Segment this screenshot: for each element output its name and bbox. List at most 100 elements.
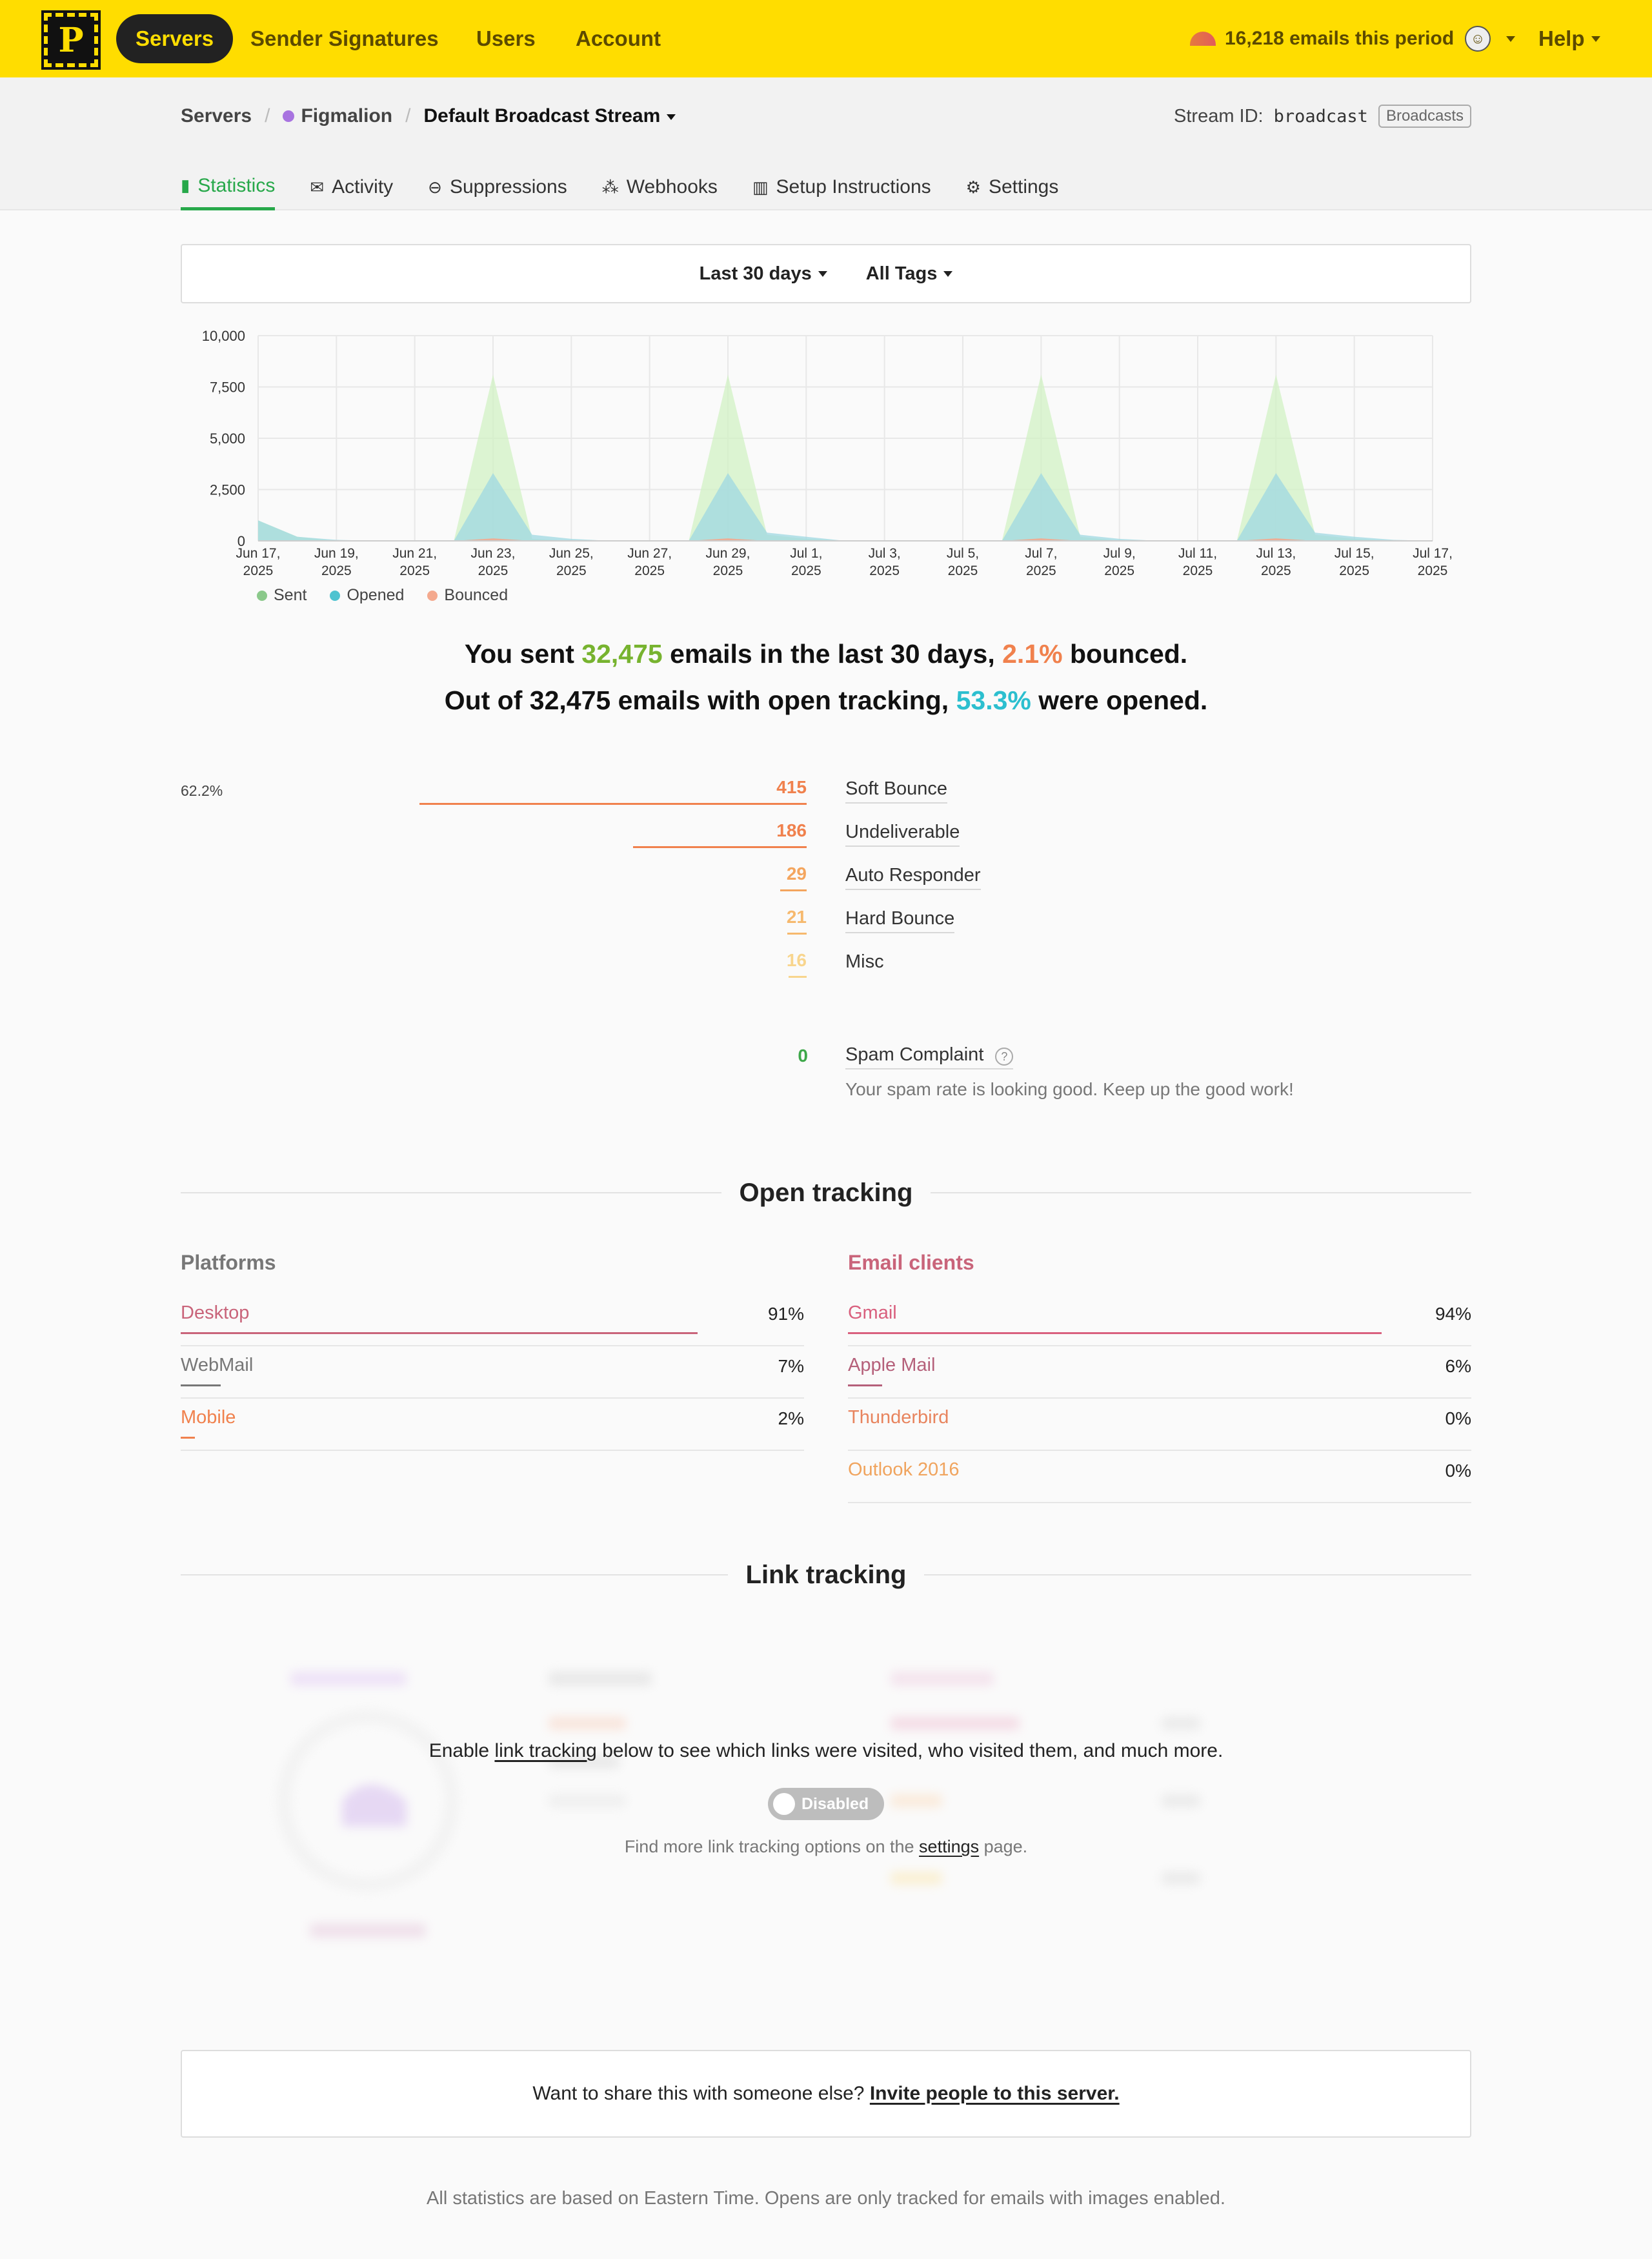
- email-client-name: Apple Mail: [848, 1355, 936, 1375]
- bounce-type-link[interactable]: Misc: [845, 951, 884, 972]
- help-icon[interactable]: ?: [995, 1048, 1014, 1066]
- legend-sent[interactable]: Sent: [257, 586, 307, 605]
- bounce-type-link[interactable]: Soft Bounce: [845, 778, 947, 804]
- bounce-count: 16: [786, 950, 807, 970]
- x-tick-label: 2025: [1339, 563, 1369, 578]
- user-menu-button[interactable]: ☺: [1465, 14, 1515, 63]
- postmark-logo[interactable]: P: [41, 10, 101, 70]
- tab-label: Suppressions: [449, 176, 567, 198]
- bounce-breakdown: 415 Soft Bounce 186 Undeliverable 29 Auto Res…: [0, 0, 1652, 978]
- x-tick-label: 2025: [1026, 563, 1056, 578]
- chart-legend: Sent Opened Bounced: [257, 586, 508, 605]
- nav-users-link[interactable]: Users: [476, 26, 536, 50]
- tab-suppressions[interactable]: ⊖ Suppressions: [428, 164, 567, 210]
- invite-people-link[interactable]: Invite people to this server.: [869, 2083, 1120, 2104]
- summary-text: were opened.: [1031, 685, 1208, 715]
- breadcrumb: Servers / Figmalion / Default Broadcast …: [181, 102, 676, 130]
- x-tick-label: 2025: [1104, 563, 1134, 578]
- share-text: Want to share this with someone else?: [532, 2083, 865, 2104]
- link-tracking-toggle[interactable]: Disabled: [768, 1788, 884, 1820]
- platform-row[interactable]: WebMail 7%: [181, 1347, 804, 1399]
- x-tick-label: 2025: [556, 563, 587, 578]
- x-tick-label: Jun 27,: [627, 546, 672, 561]
- link-tracking-help-link[interactable]: link tracking: [494, 1740, 597, 1761]
- x-tick-label: Jul 5,: [947, 546, 979, 561]
- bounce-type-link[interactable]: Auto Responder: [845, 865, 981, 890]
- legend-swatch: [257, 591, 267, 602]
- platform-row[interactable]: Mobile 2%: [181, 1399, 804, 1451]
- legend-swatch: [330, 591, 341, 602]
- help-menu-button[interactable]: Help: [1538, 14, 1600, 63]
- percentage-value: 91%: [767, 1304, 804, 1324]
- nav-sender-signatures-link[interactable]: Sender Signatures: [250, 26, 439, 50]
- bounce-count: 21: [786, 907, 807, 927]
- legend-opened[interactable]: Opened: [330, 586, 404, 605]
- bounce-count: 29: [786, 864, 807, 884]
- tab-settings[interactable]: ⚙ Settings: [966, 164, 1059, 210]
- tab-statistics[interactable]: ▮ Statistics: [181, 164, 276, 210]
- nav-servers-button[interactable]: Servers: [116, 14, 234, 63]
- tab-label: Setup Instructions: [776, 176, 931, 198]
- legend-label: Opened: [347, 586, 405, 604]
- x-tick-label: 2025: [1183, 563, 1213, 578]
- email-client-row[interactable]: Outlook 2016 0%: [848, 1452, 1471, 1503]
- percentage-value: 2%: [778, 1408, 804, 1428]
- open-summary: Out of 32,475 emails with open tracking,…: [181, 685, 1471, 716]
- nav-account-link[interactable]: Account: [576, 26, 661, 50]
- x-tick-label: Jul 17,: [1413, 546, 1453, 561]
- platform-name: Mobile: [181, 1407, 236, 1428]
- chevron-down-icon: [943, 271, 953, 278]
- breadcrumb-separator: /: [405, 105, 411, 127]
- server-header: [0, 77, 1652, 210]
- breadcrumb-server-link[interactable]: Figmalion: [283, 105, 392, 127]
- date-range-dropdown[interactable]: Last 30 days: [700, 263, 827, 285]
- x-tick-label: 2025: [791, 563, 821, 578]
- settings-link[interactable]: settings: [919, 1837, 980, 1856]
- bounce-count: 415: [776, 777, 807, 797]
- y-tick-label: 2,500: [210, 482, 245, 498]
- stream-selector[interactable]: Default Broadcast Stream: [423, 105, 676, 127]
- link-tracking-settings-note: Find more link tracking options on the s…: [181, 1837, 1471, 1857]
- opened-area-series[interactable]: [258, 473, 1433, 541]
- bounce-type-link[interactable]: Hard Bounce: [845, 908, 955, 933]
- bounce-bar: [632, 846, 807, 848]
- email-client-row[interactable]: Thunderbird 0%: [848, 1399, 1471, 1451]
- message-text: below to see which links were visited, w…: [596, 1740, 1224, 1761]
- y-tick-label: 7,500: [210, 380, 245, 396]
- email-client-row[interactable]: Apple Mail 6%: [848, 1347, 1471, 1399]
- tab-setup-instructions[interactable]: ▥ Setup Instructions: [752, 164, 931, 210]
- platform-name: Desktop: [181, 1302, 250, 1323]
- chevron-down-icon: [1591, 35, 1600, 42]
- sent-area-series[interactable]: [258, 374, 1433, 541]
- sent-summary: You sent 32,475 emails in the last 30 da…: [181, 639, 1471, 669]
- y-tick-label: 10,000: [202, 328, 245, 344]
- spam-note: Your spam rate is looking good. Keep up …: [845, 1079, 1294, 1099]
- top-navigation-bar: [0, 0, 1652, 77]
- bounce-bar: [780, 889, 807, 891]
- bounce-type-link[interactable]: Undeliverable: [845, 822, 960, 847]
- y-tick-label: 0: [237, 533, 245, 549]
- statistics-filters: Last 30 days All Tags: [181, 244, 1471, 303]
- tags-dropdown[interactable]: All Tags: [866, 263, 953, 285]
- usage-indicator[interactable]: 16,218 emails this period: [1190, 14, 1454, 63]
- legend-bounced[interactable]: Bounced: [427, 586, 508, 605]
- tab-activity[interactable]: ✉ Activity: [310, 164, 393, 210]
- breadcrumb-servers-link[interactable]: Servers: [181, 105, 252, 127]
- section-title: Open tracking: [739, 1178, 913, 1207]
- spam-complaint-link[interactable]: Spam Complaint ?: [845, 1044, 1014, 1069]
- platform-row[interactable]: Desktop 91%: [181, 1295, 804, 1346]
- help-label: Help: [1538, 26, 1585, 50]
- bounce-bar: [419, 803, 807, 805]
- percentage-value: 94%: [1435, 1304, 1471, 1324]
- email-client-row[interactable]: Gmail 94%: [848, 1295, 1471, 1346]
- percentage-bar: [181, 1384, 221, 1386]
- tab-webhooks[interactable]: ⁂ Webhooks: [602, 164, 718, 210]
- x-tick-label: Jun 23,: [471, 546, 516, 561]
- percentage-value: 0%: [1445, 1461, 1471, 1481]
- envelope-icon: ✉: [310, 177, 325, 197]
- stream-id-label: Stream ID:: [1174, 105, 1264, 127]
- bounced-area-series[interactable]: [258, 538, 1433, 541]
- bounce-count: 186: [776, 820, 807, 840]
- summary-text: bounced.: [1062, 639, 1188, 669]
- statistics-chart[interactable]: 0 2,500 5,000 7,500 10,000 Jun 17, 2025 Jun 19,…: [181, 323, 1471, 620]
